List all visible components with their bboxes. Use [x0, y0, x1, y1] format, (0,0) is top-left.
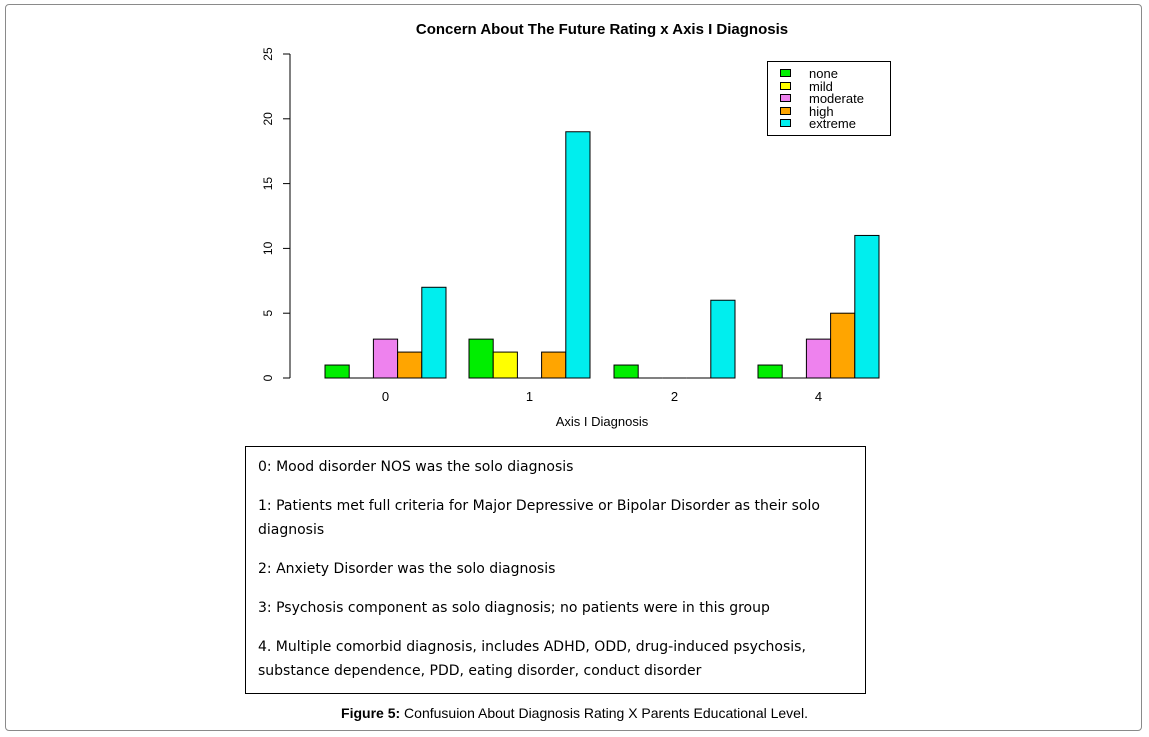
note-line: 2: Anxiety Disorder was the solo diagnos… [258, 561, 556, 577]
bar-moderate [372, 338, 399, 379]
figure-frame [5, 4, 1142, 731]
note-line: 3: Psychosis component as solo diagnosis… [258, 600, 770, 616]
x-tick-label: 1 [526, 389, 533, 404]
x-tick-label: 4 [815, 389, 822, 404]
bar-high [541, 351, 567, 379]
y-tick-label: 5 [261, 310, 275, 317]
diagnosis-notes-box: 0: Mood disorder NOS was the solo diagno… [245, 446, 866, 694]
legend-label: none [809, 66, 838, 81]
bar-moderate [805, 338, 832, 379]
bar-extreme [565, 131, 591, 379]
bar-extreme [710, 299, 736, 379]
legend-swatch [780, 94, 791, 102]
bar-extreme [854, 234, 880, 379]
legend-label: extreme [809, 116, 856, 131]
caption-text: Confusuion About Diagnosis Rating X Pare… [400, 705, 808, 721]
y-tick-label: 25 [261, 47, 275, 61]
legend-swatch [780, 69, 791, 77]
y-tick-label: 10 [261, 241, 275, 255]
bar-mild [492, 351, 518, 379]
note-line: 4. Multiple comorbid diagnosis, includes… [258, 639, 806, 679]
legend-label: mild [809, 78, 833, 94]
bar-high [830, 312, 856, 379]
y-tick-label: 20 [261, 112, 275, 126]
figure-caption: Figure 5: Confusuion About Diagnosis Rat… [0, 704, 1149, 722]
bar-none [757, 364, 783, 379]
legend-label: moderate [809, 91, 864, 106]
bar-high [397, 351, 423, 379]
legend-swatch [780, 106, 791, 115]
bar-none [468, 338, 494, 379]
x-tick-label: 0 [382, 389, 389, 404]
bar-chart: Concern About The Future Rating x Axis I… [261, 21, 880, 429]
legend-swatch [780, 119, 791, 127]
note-line: 1: Patients met full criteria for Major … [258, 498, 820, 538]
x-tick-label: 2 [671, 389, 678, 404]
legend-label: high [809, 103, 834, 119]
bar-none [613, 364, 639, 379]
chart-title: Concern About The Future Rating x Axis I… [416, 21, 788, 38]
note-line: 0: Mood disorder NOS was the solo diagno… [258, 459, 574, 475]
bar-extreme [421, 286, 447, 379]
y-tick-label: 15 [261, 177, 275, 191]
x-axis-label: Axis I Diagnosis [556, 414, 649, 429]
chart-legend: none mild moderate high extreme [767, 61, 891, 136]
legend-swatch [780, 81, 791, 90]
y-tick-label: 0 [261, 374, 275, 381]
caption-label: Figure 5: [341, 705, 401, 721]
bar-none [324, 364, 350, 379]
